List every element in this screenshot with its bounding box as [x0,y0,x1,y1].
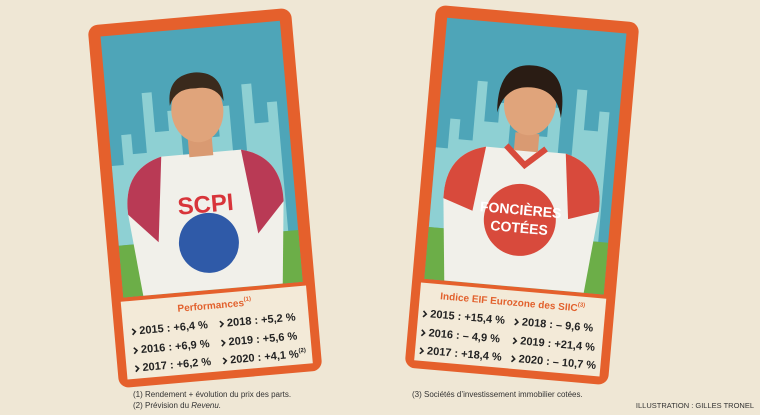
stat: 2015 : +6,4 % [139,319,209,337]
stat: 2017 : +6,2 % [142,356,212,374]
footnote-ref: (3) [578,302,586,309]
stat-text: 2020 : +4,1 % [230,348,300,366]
shirt-text: COTÉES [490,217,549,238]
shirt-text: FONCIÈRES [479,198,562,221]
footnote-text: (2) Prévision du [133,401,191,410]
stat: 2019 : +5,6 % [228,330,298,348]
card: FONCIÈRES COTÉES Indice EIF Eurozone des… [405,5,639,385]
player [443,65,600,293]
stat: 2016 : +6,9 % [140,338,210,356]
shirt-text: SCPI [177,189,235,221]
stats-panel [120,285,313,380]
credit: ILLUSTRATION : GILLES TRONEL [636,401,754,410]
footnote: (2) Prévision du Revenu. [133,401,221,410]
stats-panel [414,282,607,377]
footnote: (3) Sociétés d’investissement immobilier… [412,390,583,399]
stats: 2015 : +6,4 % 2018 : +5,2 % 2016 : +6,9 … [131,311,307,374]
card: SCPI Performances(1) 2015 : +6,4 % 2018 … [88,8,322,388]
player [127,72,284,296]
stat: 2020 : +4,1 %(2) [230,347,307,366]
footnote-ref: (2) [298,347,306,354]
footnote-text: Revenu. [191,401,221,410]
footnote-ref: (1) [243,296,251,303]
footnote: (1) Rendement + évolution du prix des pa… [133,390,291,399]
stat: 2018 : +5,2 % [226,311,296,329]
